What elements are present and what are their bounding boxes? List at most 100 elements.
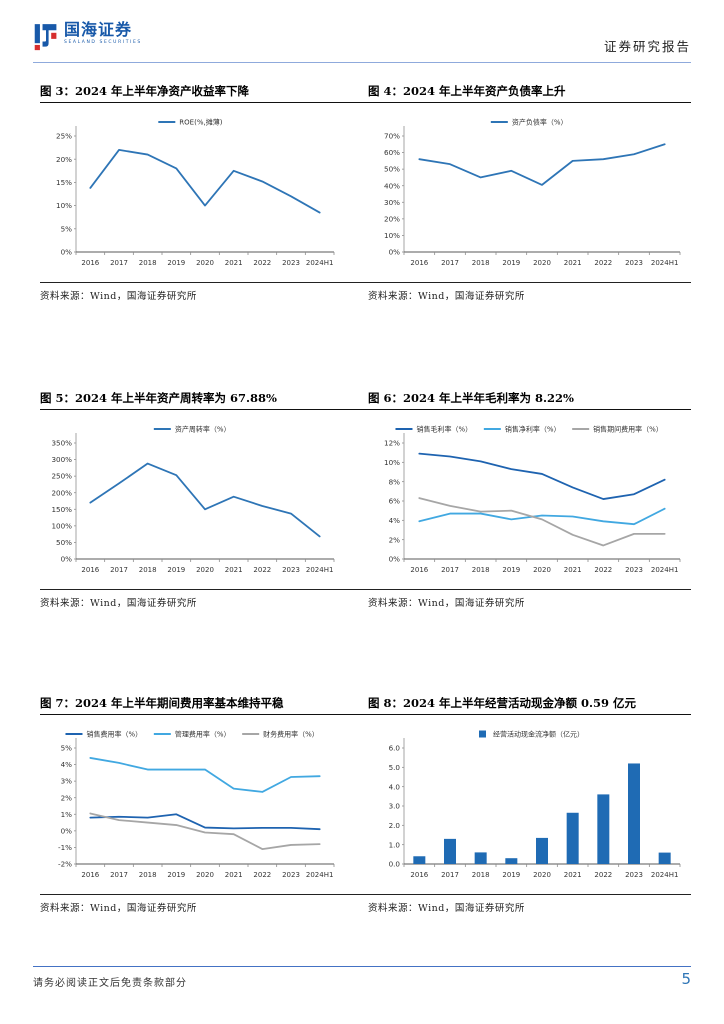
svg-text:200%: 200%	[51, 488, 72, 497]
svg-text:12%: 12%	[384, 439, 400, 448]
svg-text:2%: 2%	[389, 535, 401, 544]
page-header: 国海证券 SEALAND SECURITIES 证券研究报告	[33, 18, 691, 62]
svg-text:5%: 5%	[61, 224, 73, 233]
svg-text:2020: 2020	[196, 566, 214, 574]
svg-text:2016: 2016	[410, 259, 428, 267]
svg-text:资产负债率（%）: 资产负债率（%）	[512, 118, 568, 127]
svg-text:2022: 2022	[253, 259, 271, 267]
svg-text:20%: 20%	[384, 214, 400, 223]
source-divider	[40, 282, 691, 283]
svg-text:2024H1: 2024H1	[306, 871, 334, 879]
svg-text:15%: 15%	[56, 178, 72, 187]
svg-text:40%: 40%	[384, 181, 400, 190]
svg-text:2017: 2017	[441, 259, 459, 267]
figure6-chart-cell: 0% 2% 4% 6% 8% 10% 12% 2016 2017 2018 2019 2020 2021…	[368, 413, 691, 585]
svg-text:2020: 2020	[533, 871, 551, 879]
source-divider	[40, 894, 691, 895]
title-divider	[40, 714, 691, 715]
svg-text:70%: 70%	[384, 132, 400, 141]
svg-text:2019: 2019	[502, 566, 520, 574]
svg-text:6.0: 6.0	[389, 744, 401, 753]
svg-text:25%: 25%	[56, 132, 72, 141]
chart-operating-cashflow: 0.0 1.0 2.0 3.0 4.0 5.0 6.0 2016 2017 2018 2019 202…	[389, 730, 681, 879]
svg-text:2%: 2%	[61, 793, 73, 802]
figure6-title: 图 6：2024 年上半年毛利率为 8.22%	[368, 391, 574, 405]
source-divider	[40, 589, 691, 590]
figure4-title: 图 4：2024 年上半年资产负债率上升	[368, 84, 566, 98]
figure7-source: 资料来源：Wind，国海证券研究所	[40, 903, 197, 914]
svg-text:2018: 2018	[139, 871, 157, 879]
svg-text:50%: 50%	[56, 538, 72, 547]
svg-text:2023: 2023	[625, 566, 643, 574]
svg-text:2021: 2021	[225, 871, 243, 879]
svg-text:管理费用率（%）: 管理费用率（%）	[175, 730, 231, 739]
svg-text:3%: 3%	[61, 777, 73, 786]
svg-text:150%: 150%	[51, 505, 72, 514]
svg-text:2021: 2021	[225, 259, 243, 267]
svg-text:2.0: 2.0	[389, 821, 401, 830]
svg-text:2017: 2017	[441, 566, 459, 574]
svg-text:2019: 2019	[167, 871, 185, 879]
figure-section-1: 图 3：2024 年上半年净资产收益率下降 图 4：2024 年上半年资产负债率…	[40, 84, 691, 302]
svg-text:3.0: 3.0	[389, 802, 401, 811]
svg-text:2022: 2022	[253, 566, 271, 574]
svg-text:300%: 300%	[51, 455, 72, 464]
svg-text:2024H1: 2024H1	[306, 566, 334, 574]
figure7-title: 图 7：2024 年上半年期间费用率基本维持平稳	[40, 696, 284, 710]
svg-text:销售费用率（%）: 销售费用率（%）	[86, 730, 142, 739]
svg-text:5%: 5%	[61, 744, 73, 753]
svg-text:-2%: -2%	[58, 860, 72, 869]
figure3-source: 资料来源：Wind，国海证券研究所	[40, 291, 197, 302]
company-logo: 国海证券 SEALAND SECURITIES	[33, 22, 142, 54]
svg-text:6%: 6%	[389, 497, 401, 506]
chart-debt-ratio: 0% 10% 20% 30% 40% 50% 60% 70% 2016 2017 2018 2019 2…	[384, 118, 681, 267]
svg-text:2016: 2016	[81, 566, 99, 574]
chart-expense-ratios: -2% -1% 0% 1% 2% 3% 4% 5% 2016 2017 2018 2019 2020 20…	[58, 730, 335, 879]
svg-text:0%: 0%	[389, 555, 401, 564]
figure8-source: 资料来源：Wind，国海证券研究所	[368, 903, 525, 914]
svg-text:ROE(%,摊薄): ROE(%,摊薄)	[179, 118, 222, 127]
footer-divider	[33, 966, 691, 967]
logo-icon	[33, 22, 59, 54]
svg-text:10%: 10%	[56, 201, 72, 210]
svg-text:-1%: -1%	[58, 843, 72, 852]
svg-text:销售净利率（%）: 销售净利率（%）	[505, 425, 561, 434]
figure4-source: 资料来源：Wind，国海证券研究所	[368, 291, 525, 302]
svg-text:4%: 4%	[389, 516, 401, 525]
svg-text:2022: 2022	[594, 259, 612, 267]
svg-text:10%: 10%	[384, 458, 400, 467]
svg-text:2017: 2017	[110, 566, 128, 574]
svg-text:50%: 50%	[384, 165, 400, 174]
chart-asset-turnover: 0% 50% 100% 150% 200% 250% 300% 350% 2016 2017 201…	[51, 425, 335, 574]
svg-text:250%: 250%	[51, 472, 72, 481]
svg-text:0%: 0%	[61, 248, 73, 257]
svg-text:2023: 2023	[625, 871, 643, 879]
svg-text:60%: 60%	[384, 148, 400, 157]
header-divider	[33, 62, 691, 63]
figure3-chart-cell: 0% 5% 10% 15% 20% 25% 2016 2017 2018 2019 2020 2021…	[40, 106, 368, 278]
svg-text:2023: 2023	[282, 259, 300, 267]
svg-text:2016: 2016	[410, 871, 428, 879]
svg-text:1.0: 1.0	[389, 840, 401, 849]
svg-text:0%: 0%	[61, 826, 73, 835]
svg-text:资产周转率（%）: 资产周转率（%）	[175, 425, 231, 434]
title-divider	[40, 102, 691, 103]
svg-text:销售期间费用率（%）: 销售期间费用率（%）	[593, 425, 663, 434]
svg-text:2017: 2017	[110, 259, 128, 267]
svg-text:2021: 2021	[225, 566, 243, 574]
figure7-chart-cell: -2% -1% 0% 1% 2% 3% 4% 5% 2016 2017 2018 2019 2020 20…	[40, 718, 368, 890]
svg-text:2020: 2020	[533, 566, 551, 574]
figure5-title: 图 5：2024 年上半年资产周转率为 67.88%	[40, 391, 277, 405]
svg-text:0.0: 0.0	[389, 860, 401, 869]
svg-text:2018: 2018	[472, 566, 490, 574]
svg-text:2016: 2016	[81, 259, 99, 267]
svg-text:2021: 2021	[564, 259, 582, 267]
figure8-chart-cell: 0.0 1.0 2.0 3.0 4.0 5.0 6.0 2016 2017 2018 2019 202…	[368, 718, 691, 890]
svg-text:2019: 2019	[502, 871, 520, 879]
svg-text:2019: 2019	[167, 259, 185, 267]
svg-text:8%: 8%	[389, 477, 401, 486]
report-type-label: 证券研究报告	[603, 39, 691, 54]
svg-text:2019: 2019	[167, 566, 185, 574]
chart-margins: 0% 2% 4% 6% 8% 10% 12% 2016 2017 2018 2019 2020 2021…	[384, 425, 681, 574]
